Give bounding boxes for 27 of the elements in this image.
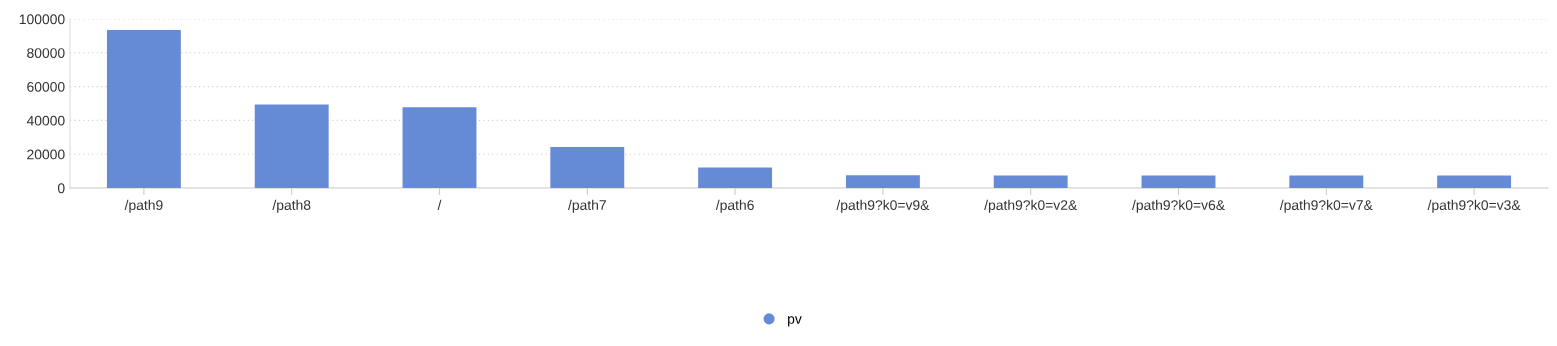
bar [845, 175, 920, 188]
bar [402, 107, 477, 188]
bar [106, 29, 181, 188]
x-tick-label: /path9?k0=v9& [836, 199, 930, 213]
x-tick-label: /path6 [715, 199, 754, 213]
legend-label: pv [788, 316, 802, 327]
x-tick-label: /path9?k0=v7& [1279, 199, 1373, 213]
bar [1289, 175, 1364, 188]
bar [550, 146, 625, 188]
x-tick-label: /path9?k0=v2& [984, 199, 1078, 213]
y-tick-label: 100000 [19, 14, 65, 25]
y-tick-label: 20000 [27, 149, 65, 160]
bar [1141, 175, 1216, 188]
bar [254, 104, 329, 188]
x-tick-label: /path8 [272, 199, 311, 213]
x-tick-label: /path9 [124, 199, 163, 213]
y-tick-label: 60000 [27, 81, 65, 92]
bar [993, 175, 1068, 188]
bar [698, 167, 773, 188]
y-tick-label: 80000 [27, 48, 65, 58]
x-tick-label: /path9?k0=v3& [1427, 199, 1521, 213]
bar [1437, 175, 1512, 188]
x-tick-label: /path9?k0=v6& [1131, 199, 1225, 213]
y-tick-label: 0 [57, 183, 65, 194]
x-tick-label: /path7 [567, 199, 606, 213]
x-tick-label: / [437, 199, 442, 211]
y-tick-label: 40000 [26, 115, 65, 126]
